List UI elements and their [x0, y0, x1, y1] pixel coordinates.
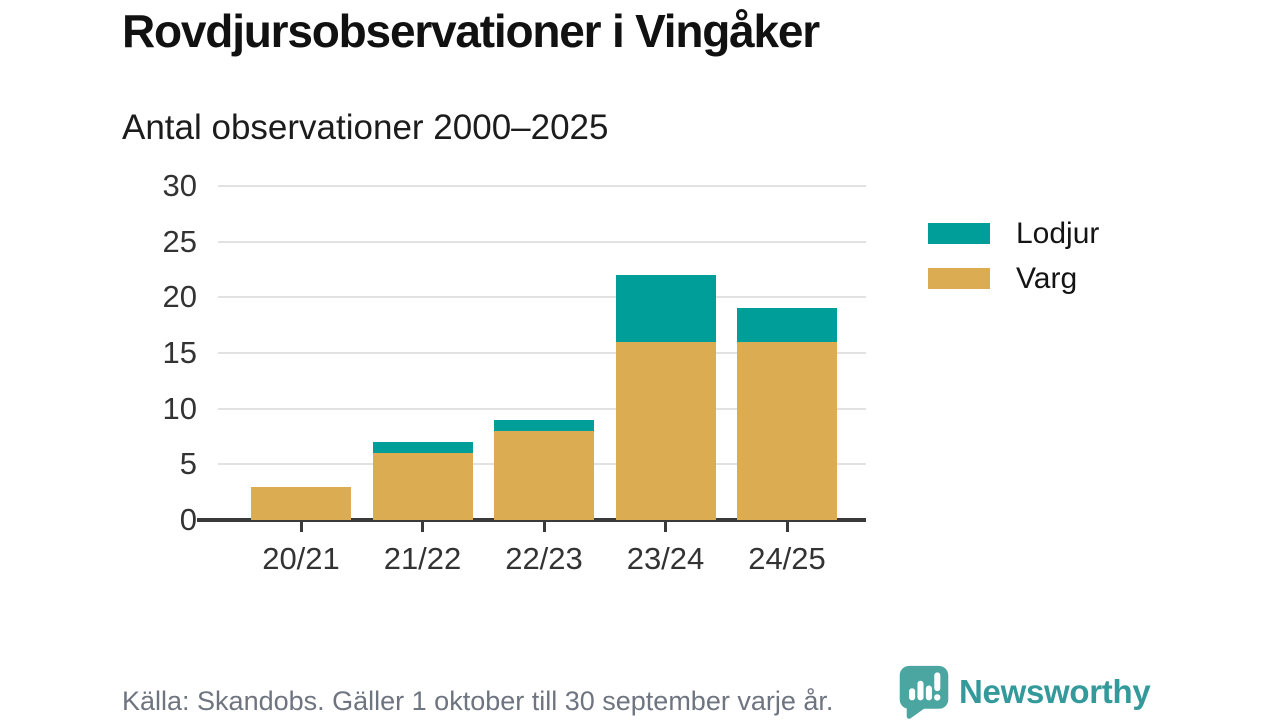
logo-bars [909, 672, 941, 701]
y-tick-label-10: 10 [162, 390, 197, 426]
lodjur-segment [615, 275, 716, 342]
legend: Lodjur Varg [928, 217, 1099, 295]
lodjur-segment [494, 419, 594, 431]
y-tick-label-0: 0 [179, 502, 197, 537]
x-axis-tick [785, 522, 789, 532]
bar-21/22 [372, 442, 473, 520]
gridline-25 [218, 240, 866, 243]
x-tick-label: 20/21 [262, 541, 340, 576]
legend-label: Varg [1016, 261, 1078, 295]
bar-24/25 [737, 308, 837, 520]
bar-23/24 [615, 275, 716, 520]
x-axis-tick [542, 522, 546, 532]
y-axis-labels: 0 5 10 15 20 25 30 [0, 169, 197, 537]
x-axis-tick [299, 522, 303, 532]
bar-20/21 [251, 486, 351, 520]
x-axis-line [197, 518, 866, 522]
legend-label: Lodjur [1016, 216, 1100, 250]
y-tick-label-25: 25 [162, 223, 197, 259]
lodjur-segment [737, 308, 837, 342]
plot-area: 20/21 21/22 22/23 23/24 24/25 [197, 185, 866, 576]
y-tick-label-15: 15 [162, 335, 197, 370]
x-tick-label: 23/24 [626, 541, 705, 576]
bar-22/23 [494, 419, 594, 520]
legend-swatch-varg [928, 268, 990, 289]
newsworthy-logo-icon [899, 665, 949, 719]
varg-segment [494, 430, 594, 520]
x-tick-label: 22/23 [505, 541, 583, 576]
varg-segment [251, 486, 351, 520]
y-tick-label-20: 20 [162, 279, 197, 315]
legend-swatch-lodjur [928, 223, 990, 244]
x-axis-tick [421, 522, 424, 532]
varg-segment [372, 453, 473, 520]
source-note: Källa: Skandobs. Gäller 1 oktober till 3… [122, 686, 834, 716]
brand-name: Newsworthy [959, 673, 1151, 710]
y-tick-label-30: 30 [162, 168, 197, 203]
legend-item-varg: Varg [928, 262, 1099, 295]
brand-logo: Newsworthy [897, 664, 1151, 720]
lodjur-segment [372, 442, 473, 454]
y-tick-label-5: 5 [179, 446, 197, 482]
gridline-15 [218, 352, 866, 354]
chart-title: Rovdjursobservationer i Vingåker [122, 5, 820, 57]
gridline-30 [218, 185, 866, 187]
x-axis-tick [664, 522, 667, 532]
gridline-20 [218, 296, 866, 299]
x-tick-label: 21/22 [383, 541, 462, 576]
gridline-10 [218, 407, 866, 410]
chart-subtitle: Antal observationer 2000–2025 [122, 108, 609, 147]
varg-segment [737, 341, 837, 520]
x-tick-label: 24/25 [748, 541, 826, 576]
legend-item-lodjur: Lodjur [928, 217, 1099, 250]
varg-segment [615, 341, 716, 520]
